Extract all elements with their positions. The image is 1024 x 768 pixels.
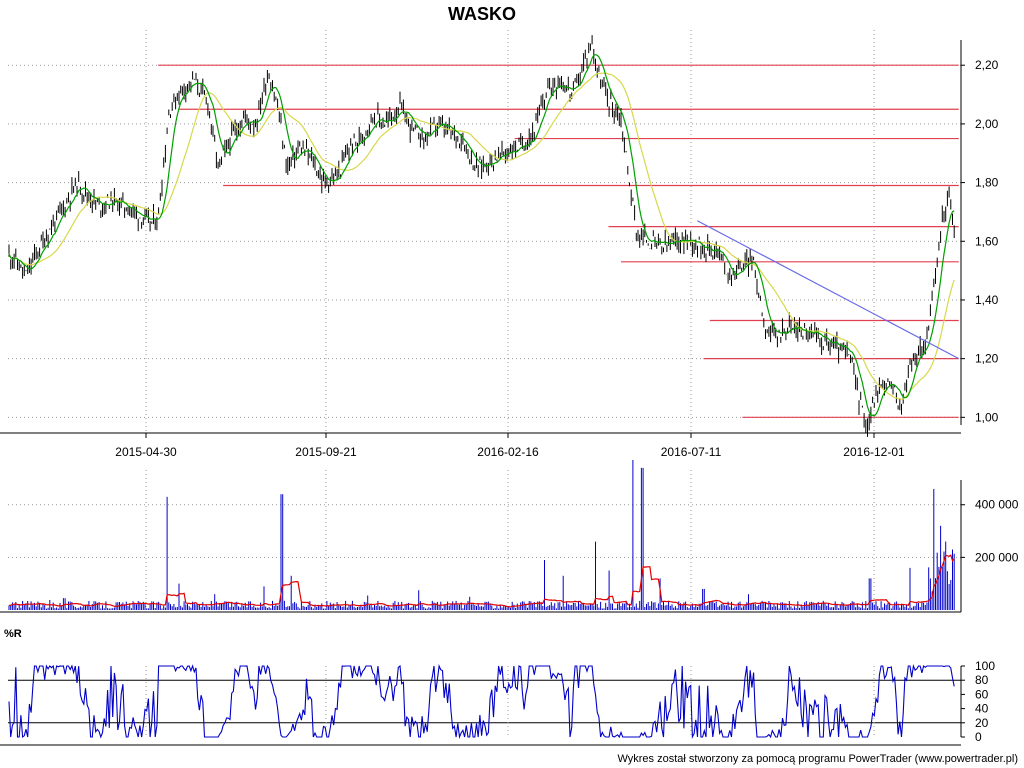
price-y-tick-label: 1,40 — [975, 293, 999, 307]
price-y-tick-label: 1,80 — [975, 176, 999, 190]
x-tick-label: 2016-02-16 — [477, 445, 539, 459]
footer-credit: Wykres został stworzony za pomocą progra… — [617, 753, 1018, 765]
price-y-tick-label: 1,00 — [975, 410, 999, 424]
williams-r-y-tick-label: 80 — [975, 673, 989, 687]
price-y-tick-label: 2,20 — [975, 58, 999, 72]
price-y-tick-label: 1,20 — [975, 352, 999, 366]
volume-bars — [8, 460, 955, 610]
volume-y-tick-label: 200 000 — [975, 550, 1019, 564]
williams-r-y-tick-label: 60 — [975, 687, 989, 701]
volume-axes: 200 000 400 000 — [0, 480, 1019, 613]
support-resistance-lines — [158, 64, 959, 418]
price-axes: 1,00 1,20 1,40 1,60 1,80 2,00 2,20 2015-04-30 20… — [0, 40, 999, 459]
price-y-tick-label: 2,00 — [975, 117, 999, 131]
chart-title: WASKO — [448, 4, 516, 24]
trendline — [697, 220, 960, 360]
x-tick-label: 2016-07-11 — [661, 445, 722, 459]
williams-r-y-tick-label: 20 — [975, 716, 989, 730]
moving-average-slow-line — [8, 72, 955, 400]
x-tick-label: 2016-12-01 — [843, 445, 905, 459]
williams-r-line — [8, 663, 955, 740]
price-y-tick-label: 1,60 — [975, 234, 999, 248]
x-tick-label: 2015-04-30 — [115, 445, 177, 459]
williams-r-y-tick-label: 100 — [975, 659, 995, 673]
volume-average-line — [9, 554, 955, 608]
williams-r-title: %R — [4, 628, 22, 640]
williams-r-y-tick-label: 0 — [975, 730, 982, 744]
volume-y-tick-label: 400 000 — [975, 498, 1019, 512]
x-tick-label: 2015-09-21 — [295, 445, 357, 459]
moving-average-fast-line — [8, 53, 955, 417]
volume-gridlines — [8, 470, 961, 610]
williams-r-y-tick-label: 40 — [975, 702, 989, 716]
